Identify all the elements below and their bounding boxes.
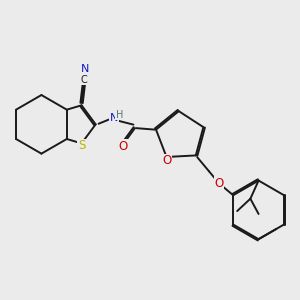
Text: O: O [214, 177, 224, 190]
Text: N: N [110, 113, 118, 123]
Text: O: O [162, 154, 171, 167]
Text: H: H [116, 110, 123, 120]
Text: C: C [81, 75, 87, 85]
Text: S: S [78, 139, 85, 152]
Text: O: O [118, 140, 128, 153]
Text: N: N [81, 64, 89, 74]
